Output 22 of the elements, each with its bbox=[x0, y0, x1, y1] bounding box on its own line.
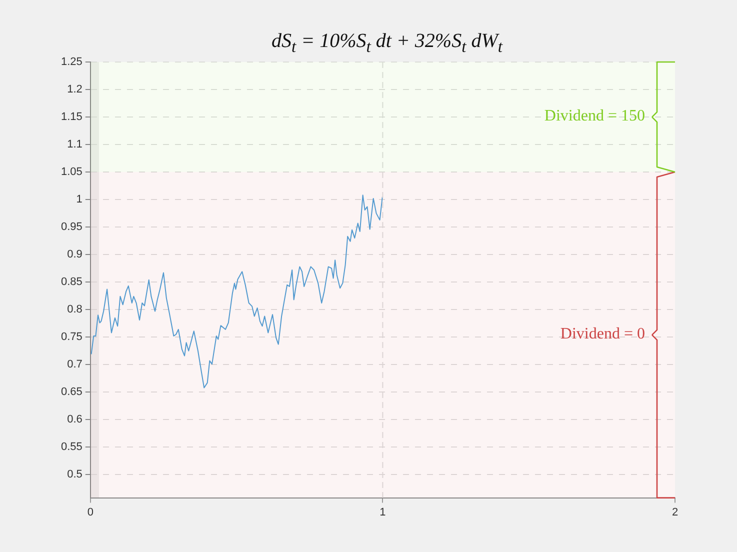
y-tick-label: 1.05 bbox=[60, 166, 82, 178]
y-tick-label: 1.25 bbox=[60, 56, 82, 68]
y-tick-label: 1.2 bbox=[67, 84, 82, 96]
y-tick-label: 0.9 bbox=[67, 248, 82, 261]
x-tick-label: 2 bbox=[672, 506, 678, 518]
band-label: Dividend = 0 bbox=[560, 326, 645, 343]
y-tick-label: 1.1 bbox=[67, 138, 82, 151]
x-tick-label: 1 bbox=[380, 506, 386, 518]
y-tick-label: 0.6 bbox=[67, 414, 82, 426]
y-tick-label: 0.85 bbox=[60, 276, 82, 288]
chart-title: dS$_{t}$ = 10%S$_{t}$ dt + 32%S$_{t}$ dW$_{t}$ bbox=[270, 30, 504, 57]
y-tick-label: 1.15 bbox=[60, 111, 82, 124]
x-tick-label: 0 bbox=[87, 506, 94, 518]
y-tick-label: 0.95 bbox=[60, 221, 82, 234]
y-tick-label: 0.7 bbox=[67, 358, 82, 371]
y-tick-label: 0.65 bbox=[60, 386, 82, 398]
y-tick-label: 0.5 bbox=[67, 468, 82, 481]
y-tick-label: 1 bbox=[76, 194, 82, 206]
band-label: Dividend = 150 bbox=[544, 108, 645, 125]
y-tick-label: 0.8 bbox=[67, 304, 82, 316]
y-tick-label: 0.55 bbox=[60, 441, 82, 454]
y-tick-label: 0.75 bbox=[60, 331, 82, 344]
